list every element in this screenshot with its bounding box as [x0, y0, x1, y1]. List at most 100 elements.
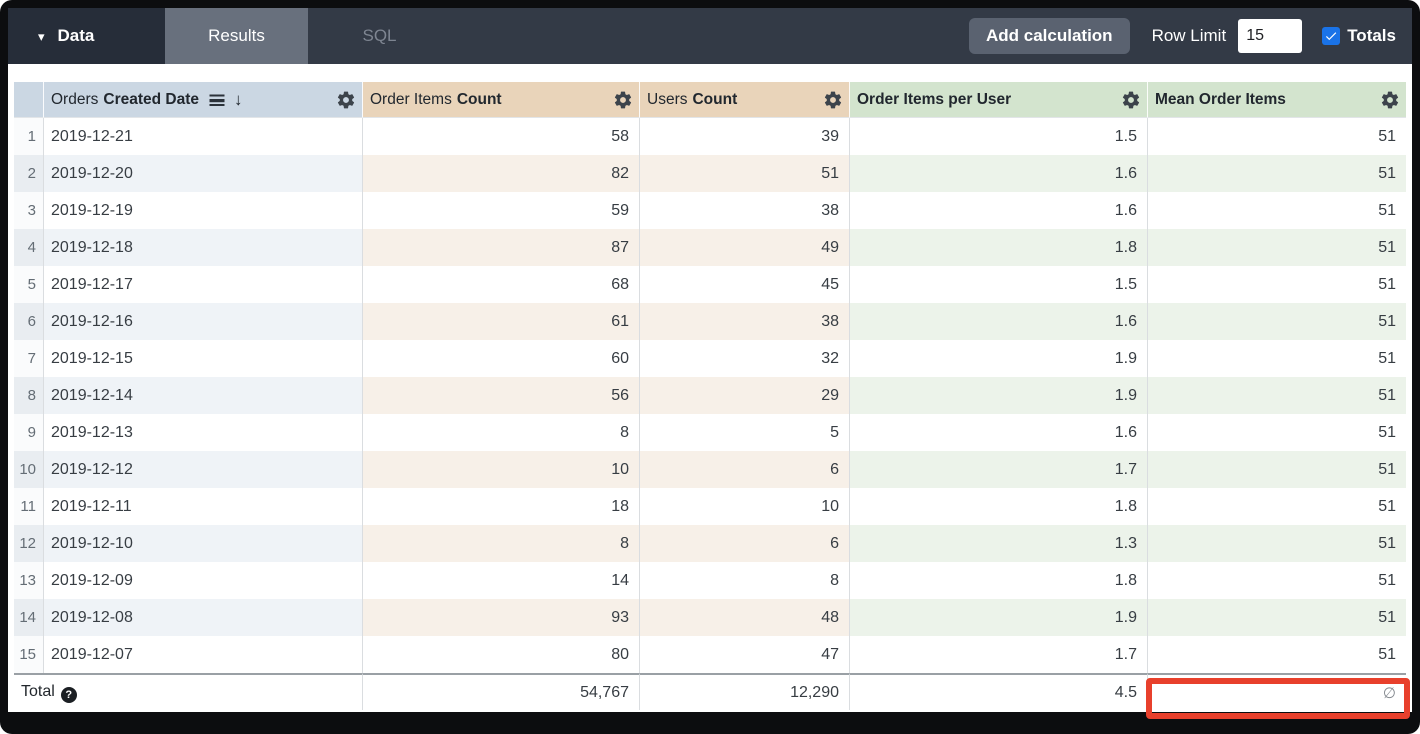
cell-users-count[interactable]: 47 — [640, 636, 850, 673]
table-row: 14 2019-12-08 93 48 1.9 51 — [14, 599, 1406, 636]
cell-mean-order-items: 51 — [1148, 636, 1406, 673]
column-view-label: Orders — [51, 90, 99, 108]
cell-date[interactable]: 2019-12-15 — [44, 340, 363, 377]
cell-users-count[interactable]: 10 — [640, 488, 850, 525]
total-row: Total? 54,767 12,290 4.5 ∅ — [14, 673, 1406, 710]
cell-mean-order-items: 51 — [1148, 377, 1406, 414]
cell-order-items-count[interactable]: 82 — [363, 155, 640, 192]
cell-order-items-count[interactable]: 60 — [363, 340, 640, 377]
cell-users-count[interactable]: 48 — [640, 599, 850, 636]
cell-date[interactable]: 2019-12-21 — [44, 118, 363, 155]
cell-order-items-count[interactable]: 59 — [363, 192, 640, 229]
row-number: 15 — [14, 636, 44, 673]
cell-mean-order-items: 51 — [1148, 488, 1406, 525]
cell-date[interactable]: 2019-12-20 — [44, 155, 363, 192]
cell-order-items-count[interactable]: 80 — [363, 636, 640, 673]
cell-users-count[interactable]: 5 — [640, 414, 850, 451]
caret-down-icon: ▾ — [38, 28, 45, 44]
cell-date[interactable]: 2019-12-11 — [44, 488, 363, 525]
totals-toggle[interactable]: Totals — [1322, 26, 1396, 46]
cell-order-items-count[interactable]: 14 — [363, 562, 640, 599]
cell-date[interactable]: 2019-12-17 — [44, 266, 363, 303]
cell-date[interactable]: 2019-12-19 — [44, 192, 363, 229]
add-calculation-button[interactable]: Add calculation — [968, 18, 1130, 54]
table-row: 8 2019-12-14 56 29 1.9 51 — [14, 377, 1406, 414]
cell-users-count[interactable]: 6 — [640, 451, 850, 488]
table-row: 11 2019-12-11 18 10 1.8 51 — [14, 488, 1406, 525]
cell-order-items-count[interactable]: 58 — [363, 118, 640, 155]
column-view-label: Order Items — [370, 90, 452, 108]
cell-date[interactable]: 2019-12-16 — [44, 303, 363, 340]
cell-users-count[interactable]: 6 — [640, 525, 850, 562]
column-header-order-items-count[interactable]: Order Items Count — [363, 82, 640, 118]
total-users-count: 12,290 — [640, 673, 850, 710]
totals-checkbox[interactable] — [1322, 27, 1341, 45]
cell-mean-order-items: 51 — [1148, 229, 1406, 266]
gear-icon[interactable] — [823, 90, 843, 110]
toolbar: ▾ Data Results SQL Add calculation Row L… — [8, 8, 1412, 64]
cell-date[interactable]: 2019-12-14 — [44, 377, 363, 414]
cell-users-count[interactable]: 38 — [640, 303, 850, 340]
cell-items-per-user: 1.9 — [850, 340, 1148, 377]
cell-date[interactable]: 2019-12-07 — [44, 636, 363, 673]
cell-order-items-count[interactable]: 68 — [363, 266, 640, 303]
cell-users-count[interactable]: 51 — [640, 155, 850, 192]
data-section-toggle[interactable]: ▾ Data — [8, 8, 165, 64]
sort-desc-icon[interactable]: ↓ — [234, 89, 243, 109]
gear-icon[interactable] — [613, 90, 633, 110]
tab-sql[interactable]: SQL — [362, 26, 397, 45]
cell-users-count[interactable]: 8 — [640, 562, 850, 599]
total-label: Total — [21, 682, 55, 700]
column-field-label: Order Items per User — [857, 90, 1012, 108]
column-view-label: Users — [647, 90, 688, 108]
cell-users-count[interactable]: 32 — [640, 340, 850, 377]
column-header-order-items-per-user[interactable]: Order Items per User — [850, 82, 1148, 118]
results-table-wrap: Orders Created Date ↓ Order Items Count — [14, 82, 1412, 710]
table-row: 10 2019-12-12 10 6 1.7 51 — [14, 451, 1406, 488]
cell-order-items-count[interactable]: 10 — [363, 451, 640, 488]
cell-mean-order-items: 51 — [1148, 599, 1406, 636]
cell-users-count[interactable]: 29 — [640, 377, 850, 414]
toolbar-spacer — [451, 8, 969, 64]
tab-results[interactable]: Results — [165, 8, 308, 64]
table-row: 7 2019-12-15 60 32 1.9 51 — [14, 340, 1406, 377]
cell-order-items-count[interactable]: 93 — [363, 599, 640, 636]
row-number: 4 — [14, 229, 44, 266]
column-header-orders-created-date[interactable]: Orders Created Date ↓ — [44, 82, 363, 118]
cell-order-items-count[interactable]: 8 — [363, 414, 640, 451]
total-mean-order-items-null: ∅ — [1148, 673, 1406, 710]
cell-mean-order-items: 51 — [1148, 303, 1406, 340]
gear-icon[interactable] — [336, 90, 356, 110]
cell-order-items-count[interactable]: 56 — [363, 377, 640, 414]
gear-icon[interactable] — [1380, 90, 1400, 110]
cell-order-items-count[interactable]: 87 — [363, 229, 640, 266]
cell-date[interactable]: 2019-12-12 — [44, 451, 363, 488]
cell-order-items-count[interactable]: 61 — [363, 303, 640, 340]
checkmark-icon — [1326, 32, 1337, 41]
cell-items-per-user: 1.8 — [850, 562, 1148, 599]
cell-users-count[interactable]: 39 — [640, 118, 850, 155]
cell-order-items-count[interactable]: 18 — [363, 488, 640, 525]
row-limit-input[interactable] — [1238, 19, 1303, 53]
cell-date[interactable]: 2019-12-08 — [44, 599, 363, 636]
cell-items-per-user: 1.5 — [850, 118, 1148, 155]
table-row: 15 2019-12-07 80 47 1.7 51 — [14, 636, 1406, 673]
gear-icon[interactable] — [1121, 90, 1141, 110]
cell-items-per-user: 1.6 — [850, 303, 1148, 340]
cell-date[interactable]: 2019-12-18 — [44, 229, 363, 266]
subtotals-icon — [209, 94, 225, 106]
cell-users-count[interactable]: 38 — [640, 192, 850, 229]
cell-users-count[interactable]: 49 — [640, 229, 850, 266]
help-icon[interactable]: ? — [60, 686, 77, 703]
column-field-label: Count — [692, 90, 738, 108]
column-header-users-count[interactable]: Users Count — [640, 82, 850, 118]
row-number: 6 — [14, 303, 44, 340]
table-row: 12 2019-12-10 8 6 1.3 51 — [14, 525, 1406, 562]
results-table: Orders Created Date ↓ Order Items Count — [14, 82, 1406, 710]
cell-order-items-count[interactable]: 8 — [363, 525, 640, 562]
column-header-mean-order-items[interactable]: Mean Order Items — [1148, 82, 1406, 118]
cell-date[interactable]: 2019-12-13 — [44, 414, 363, 451]
cell-users-count[interactable]: 45 — [640, 266, 850, 303]
cell-date[interactable]: 2019-12-10 — [44, 525, 363, 562]
cell-date[interactable]: 2019-12-09 — [44, 562, 363, 599]
